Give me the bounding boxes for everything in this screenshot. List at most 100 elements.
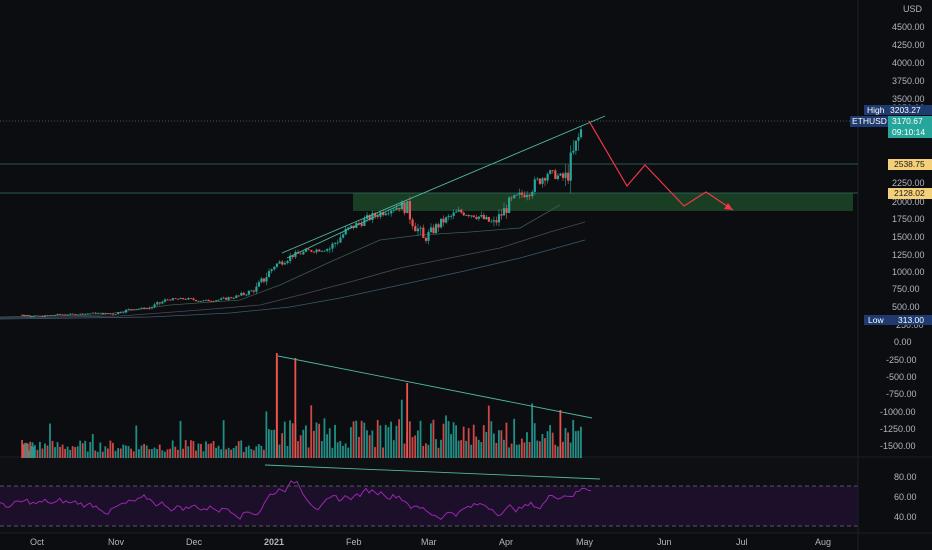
candle-body[interactable] xyxy=(32,315,35,317)
volume-trendline[interactable] xyxy=(277,355,593,419)
volume-bar[interactable] xyxy=(270,429,273,458)
candle-body[interactable] xyxy=(408,201,412,220)
volume-bar[interactable] xyxy=(205,441,207,458)
candle-body[interactable] xyxy=(403,202,406,214)
candle-body[interactable] xyxy=(344,228,347,235)
candle-body[interactable] xyxy=(299,253,302,255)
volume-bar[interactable] xyxy=(411,437,414,458)
volume-bar[interactable] xyxy=(567,432,569,458)
candle-body[interactable] xyxy=(341,234,345,238)
volume-bar[interactable] xyxy=(117,448,119,458)
volume-bar[interactable] xyxy=(475,436,478,458)
candle-body[interactable] xyxy=(66,314,69,316)
volume-bar[interactable] xyxy=(334,424,336,458)
volume-bar[interactable] xyxy=(164,451,166,458)
candle-body[interactable] xyxy=(89,313,92,315)
volume-bar[interactable] xyxy=(235,445,238,458)
volume-bar[interactable] xyxy=(480,442,483,458)
volume-bar[interactable] xyxy=(307,447,310,458)
candle-body[interactable] xyxy=(25,315,28,317)
volume-bar[interactable] xyxy=(312,430,315,458)
volume-bar[interactable] xyxy=(495,442,498,458)
volume-bar[interactable] xyxy=(286,445,289,458)
candle-body[interactable] xyxy=(21,314,24,316)
volume-bar[interactable] xyxy=(320,441,323,458)
volume-bar[interactable] xyxy=(406,383,409,458)
volume-bar[interactable] xyxy=(302,429,305,458)
volume-bar[interactable] xyxy=(395,425,398,458)
candle-body[interactable] xyxy=(36,315,39,317)
candle-body[interactable] xyxy=(28,315,31,317)
volume-bar[interactable] xyxy=(513,418,516,458)
candle-body[interactable] xyxy=(189,298,193,299)
volume-bar[interactable] xyxy=(119,448,122,458)
candle-body[interactable] xyxy=(240,292,243,296)
volume-bar[interactable] xyxy=(187,446,190,458)
candle-body[interactable] xyxy=(91,312,94,314)
volume-bar[interactable] xyxy=(294,358,297,458)
volume-bar[interactable] xyxy=(135,425,138,458)
volume-bar[interactable] xyxy=(430,423,432,458)
candle-body[interactable] xyxy=(245,294,248,296)
volume-bar[interactable] xyxy=(487,405,490,458)
volume-bar[interactable] xyxy=(559,410,562,458)
volume-bar[interactable] xyxy=(442,423,445,458)
candle-body[interactable] xyxy=(54,315,57,316)
volume-bar[interactable] xyxy=(94,450,97,458)
volume-bar[interactable] xyxy=(339,440,342,458)
volume-bar[interactable] xyxy=(355,420,358,458)
volume-bar[interactable] xyxy=(457,440,460,458)
candle-body[interactable] xyxy=(487,216,491,222)
candle-body[interactable] xyxy=(349,225,353,228)
candle-body[interactable] xyxy=(505,208,508,213)
volume-bar[interactable] xyxy=(447,421,450,458)
candle-body[interactable] xyxy=(275,263,279,267)
volume-bar[interactable] xyxy=(28,450,30,458)
candle-body[interactable] xyxy=(194,299,198,302)
candle-body[interactable] xyxy=(318,249,321,252)
volume-bar[interactable] xyxy=(158,444,161,458)
volume-bar[interactable] xyxy=(398,419,401,458)
candle-body[interactable] xyxy=(538,178,542,184)
candle-body[interactable] xyxy=(59,313,62,315)
volume-bar[interactable] xyxy=(166,449,169,458)
candle-body[interactable] xyxy=(559,173,562,176)
lower-channel-trendline[interactable] xyxy=(286,202,405,259)
volume-bar[interactable] xyxy=(247,445,250,458)
candle-body[interactable] xyxy=(51,315,54,317)
candle-body[interactable] xyxy=(140,307,143,309)
candle-body[interactable] xyxy=(447,216,450,218)
volume-bar[interactable] xyxy=(109,440,112,458)
volume-bar[interactable] xyxy=(310,405,313,458)
time-axis[interactable]: Oct Nov Dec 2021 Feb Mar Apr May Jun Jul… xyxy=(30,537,831,547)
candle-body[interactable] xyxy=(561,173,565,178)
rsi-line[interactable] xyxy=(0,480,592,520)
volume-bar[interactable] xyxy=(22,444,25,458)
candle-body[interactable] xyxy=(230,297,233,299)
candle-body[interactable] xyxy=(427,231,430,241)
candle-body[interactable] xyxy=(387,213,390,215)
volume-bar[interactable] xyxy=(74,447,77,458)
candle-body[interactable] xyxy=(326,248,329,251)
candle-body[interactable] xyxy=(215,300,218,302)
candle-body[interactable] xyxy=(579,129,583,138)
volume-bar[interactable] xyxy=(384,424,387,458)
candle-body[interactable] xyxy=(184,299,187,300)
volume-bar[interactable] xyxy=(440,439,442,458)
volume-bar[interactable] xyxy=(140,445,143,458)
volume-pane[interactable] xyxy=(0,340,858,458)
volume-bar[interactable] xyxy=(366,430,368,458)
volume-bar[interactable] xyxy=(536,440,539,458)
volume-bar[interactable] xyxy=(232,448,235,458)
candle-body[interactable] xyxy=(472,215,475,218)
candle-body[interactable] xyxy=(130,309,133,310)
volume-bar[interactable] xyxy=(482,425,485,458)
volume-bar[interactable] xyxy=(347,447,350,458)
candle-body[interactable] xyxy=(554,170,557,179)
volume-bar[interactable] xyxy=(360,420,363,458)
volume-bar[interactable] xyxy=(278,444,281,458)
volume-bar[interactable] xyxy=(323,418,326,458)
volume-bar[interactable] xyxy=(546,431,549,458)
volume-bar[interactable] xyxy=(29,441,32,458)
price-axis[interactable]: USD 4500.00 4250.00 4000.00 3750.00 3500… xyxy=(892,4,925,330)
